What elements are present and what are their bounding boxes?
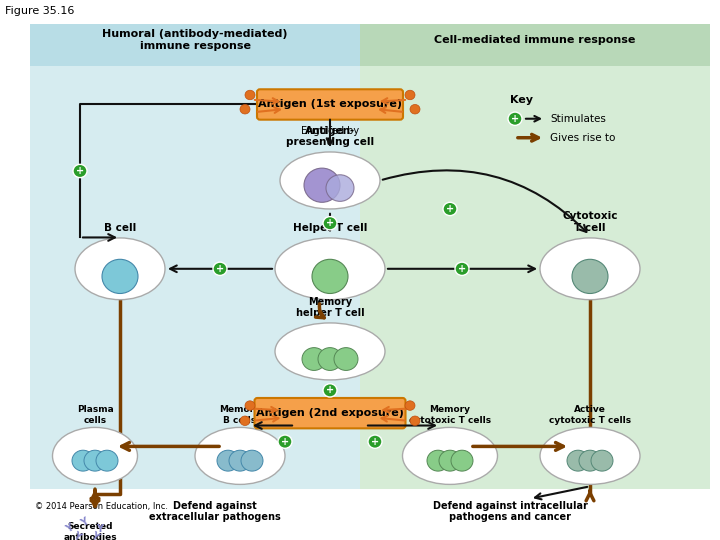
- Circle shape: [73, 164, 87, 178]
- Circle shape: [240, 104, 250, 114]
- Ellipse shape: [275, 238, 385, 300]
- Text: Y: Y: [79, 516, 91, 529]
- Ellipse shape: [75, 238, 165, 300]
- Circle shape: [439, 450, 461, 471]
- Text: Antigen (2nd exposure): Antigen (2nd exposure): [256, 408, 404, 418]
- Text: Y: Y: [65, 523, 76, 535]
- Text: Defend against intracellular
pathogens and cancer: Defend against intracellular pathogens a…: [433, 501, 588, 522]
- Circle shape: [312, 259, 348, 294]
- Text: Memory
cytotoxic T cells: Memory cytotoxic T cells: [409, 405, 491, 424]
- Text: Secreted
antibodies: Secreted antibodies: [63, 522, 117, 540]
- Text: Plasma
cells: Plasma cells: [76, 405, 113, 424]
- Text: Gives rise to: Gives rise to: [550, 133, 616, 143]
- Ellipse shape: [195, 428, 285, 484]
- Text: Memory
B cells: Memory B cells: [220, 405, 261, 424]
- Text: +: +: [326, 218, 334, 228]
- Circle shape: [102, 259, 138, 294]
- Ellipse shape: [53, 428, 138, 484]
- Ellipse shape: [280, 152, 380, 209]
- Ellipse shape: [540, 238, 640, 300]
- FancyBboxPatch shape: [360, 24, 710, 489]
- Circle shape: [427, 450, 449, 471]
- Text: B cell: B cell: [104, 222, 136, 233]
- Circle shape: [245, 90, 255, 100]
- Circle shape: [567, 450, 589, 471]
- Text: Y: Y: [71, 531, 83, 540]
- FancyBboxPatch shape: [30, 24, 360, 489]
- Text: © 2014 Pearson Education, Inc.: © 2014 Pearson Education, Inc.: [35, 502, 168, 511]
- Circle shape: [405, 401, 415, 410]
- Circle shape: [572, 259, 608, 294]
- Circle shape: [241, 450, 263, 471]
- Circle shape: [304, 168, 340, 202]
- Circle shape: [84, 450, 106, 471]
- Text: Humoral (antibody-mediated)
immune response: Humoral (antibody-mediated) immune respo…: [102, 29, 288, 51]
- Circle shape: [318, 348, 342, 370]
- Circle shape: [240, 416, 250, 426]
- Text: +: +: [326, 386, 334, 395]
- Circle shape: [302, 348, 326, 370]
- FancyBboxPatch shape: [30, 24, 360, 66]
- Text: Antigen (1st exposure): Antigen (1st exposure): [258, 99, 402, 110]
- Circle shape: [368, 435, 382, 448]
- Circle shape: [443, 202, 457, 215]
- Circle shape: [410, 416, 420, 426]
- Text: Key: Key: [510, 95, 533, 105]
- Text: +: +: [458, 264, 466, 274]
- Circle shape: [579, 450, 601, 471]
- Ellipse shape: [402, 428, 498, 484]
- Text: Memory
helper T cell: Memory helper T cell: [296, 296, 364, 318]
- Circle shape: [323, 384, 337, 397]
- Circle shape: [217, 450, 239, 471]
- Text: +: +: [371, 437, 379, 447]
- Text: Cytotoxic
T cell: Cytotoxic T cell: [562, 211, 618, 233]
- Circle shape: [334, 348, 358, 370]
- Circle shape: [72, 450, 94, 471]
- Circle shape: [323, 217, 337, 230]
- Circle shape: [591, 450, 613, 471]
- Text: Helper T cell: Helper T cell: [293, 222, 367, 233]
- FancyBboxPatch shape: [257, 89, 403, 120]
- Circle shape: [455, 262, 469, 275]
- Text: Stimulates: Stimulates: [550, 114, 606, 124]
- Text: +: +: [511, 114, 519, 124]
- Text: +: +: [281, 437, 289, 447]
- Text: Defend against
extracellular pathogens: Defend against extracellular pathogens: [149, 501, 281, 522]
- Text: Y: Y: [94, 523, 106, 535]
- Ellipse shape: [540, 428, 640, 484]
- Text: Active
cytotoxic T cells: Active cytotoxic T cells: [549, 405, 631, 424]
- Text: Engulfed by: Engulfed by: [301, 126, 359, 136]
- Text: Figure 35.16: Figure 35.16: [5, 6, 74, 16]
- Circle shape: [451, 450, 473, 471]
- Circle shape: [410, 104, 420, 114]
- Text: +: +: [216, 264, 224, 274]
- Circle shape: [245, 401, 255, 410]
- FancyBboxPatch shape: [254, 398, 405, 428]
- Text: Cell-mediated immune response: Cell-mediated immune response: [434, 35, 636, 45]
- Circle shape: [278, 435, 292, 448]
- Ellipse shape: [275, 323, 385, 380]
- Text: Antigen-
presenting cell: Antigen- presenting cell: [286, 126, 374, 147]
- Circle shape: [405, 90, 415, 100]
- Circle shape: [326, 175, 354, 201]
- Circle shape: [229, 450, 251, 471]
- Text: +: +: [446, 204, 454, 214]
- Circle shape: [508, 112, 522, 125]
- Text: +: +: [76, 166, 84, 176]
- Text: Y: Y: [89, 531, 101, 540]
- FancyBboxPatch shape: [360, 24, 710, 66]
- Circle shape: [96, 450, 118, 471]
- Circle shape: [213, 262, 227, 275]
